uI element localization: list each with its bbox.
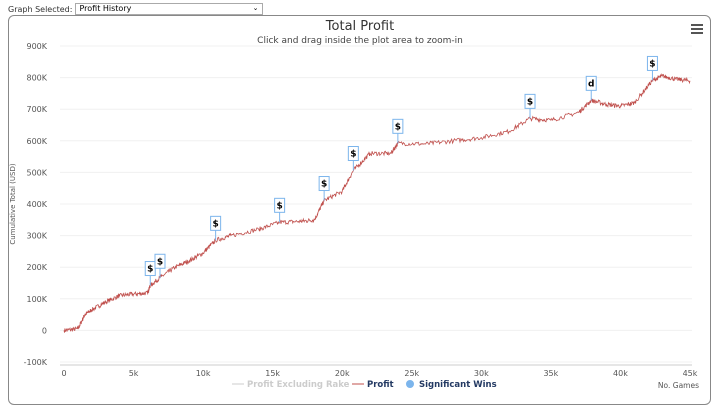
flag-box	[154, 253, 166, 269]
flag-box	[392, 118, 404, 134]
hamburger-icon[interactable]	[691, 24, 703, 34]
flag-text: $	[276, 201, 282, 211]
significant-win-flag[interactable]: $	[646, 55, 658, 81]
flag-text: $	[527, 97, 533, 107]
legend-item-excl-rake[interactable]: Profit Excluding Rake	[232, 380, 350, 390]
chart-subtitle: Click and drag inside the plot area to z…	[257, 36, 463, 46]
graph-select-value: Profit History	[79, 4, 132, 13]
x-tick-label: 20k	[335, 369, 350, 378]
flag-text: $	[350, 150, 356, 160]
significant-win-flag[interactable]: $	[524, 93, 536, 119]
y-tick-label: 0	[42, 326, 47, 335]
chart-container	[8, 15, 711, 405]
x-tick-label: 0	[61, 369, 66, 378]
legend-label: Profit Excluding Rake	[247, 380, 350, 390]
x-tick-label: 45k	[683, 369, 698, 378]
x-tick-label: 25k	[404, 369, 419, 378]
legend-item-profit[interactable]: Profit	[352, 380, 394, 390]
flag-box	[524, 93, 536, 109]
x-tick-label: 35k	[543, 369, 558, 378]
x-tick-label: 5k	[129, 369, 139, 378]
flag-box	[274, 197, 286, 213]
flag-text: $	[212, 219, 218, 229]
flag-box	[318, 176, 330, 192]
significant-win-flag[interactable]: d	[585, 75, 597, 101]
legend: Profit Excluding Rake Profit Significant…	[232, 380, 497, 390]
x-tick-label: 10k	[196, 369, 211, 378]
significant-win-flag[interactable]: $	[318, 176, 330, 201]
x-tick-label: 30k	[474, 369, 489, 378]
legend-label: Profit	[367, 380, 394, 390]
y-tick-label: 600K	[26, 137, 47, 146]
y-tick-label: -100K	[24, 358, 48, 367]
y-tick-label: 400K	[26, 200, 47, 209]
flag-text: d	[588, 79, 594, 89]
significant-win-flag[interactable]: $	[274, 197, 286, 223]
x-axis-label: No. Games	[658, 381, 699, 390]
y-axis-label: Cumulative Total (USD)	[9, 163, 17, 244]
flag-box	[347, 146, 359, 162]
y-tick-label: 100K	[26, 295, 47, 304]
flag-text: $	[157, 257, 163, 267]
flag-text: $	[321, 180, 327, 190]
significant-win-flag[interactable]: $	[392, 118, 404, 144]
chart-title: Total Profit	[325, 19, 394, 34]
x-tick-label: 15k	[265, 369, 280, 378]
significant-win-flag[interactable]: $	[144, 261, 156, 286]
flag-text: $	[395, 122, 401, 132]
flag-box	[210, 215, 222, 231]
flag-text: $	[147, 265, 153, 275]
x-tick-label: 40k	[613, 369, 628, 378]
graph-selector-row: Graph Selected: Profit History ⌄	[8, 3, 264, 15]
chevron-down-icon: ⌄	[252, 4, 259, 12]
profit-series-line	[63, 73, 691, 333]
flag-box	[646, 55, 658, 71]
y-tick-label: 700K	[26, 105, 47, 114]
significant-win-flag[interactable]: $	[347, 146, 359, 171]
y-tick-label: 500K	[26, 168, 47, 177]
flag-box	[585, 75, 597, 91]
y-tick-label: 900K	[26, 42, 47, 51]
graph-select[interactable]: Profit History ⌄	[75, 3, 264, 15]
legend-label: Significant Wins	[419, 380, 497, 390]
flag-text: $	[649, 59, 655, 69]
significant-win-flag[interactable]: $	[154, 253, 166, 279]
y-tick-label: 800K	[26, 74, 47, 83]
legend-item-significant-wins[interactable]: Significant Wins	[406, 380, 497, 390]
y-tick-label: 200K	[26, 263, 47, 272]
y-tick-label: 300K	[26, 232, 47, 241]
significant-win-flag[interactable]: $	[210, 215, 222, 241]
graph-selected-label: Graph Selected:	[8, 4, 73, 14]
